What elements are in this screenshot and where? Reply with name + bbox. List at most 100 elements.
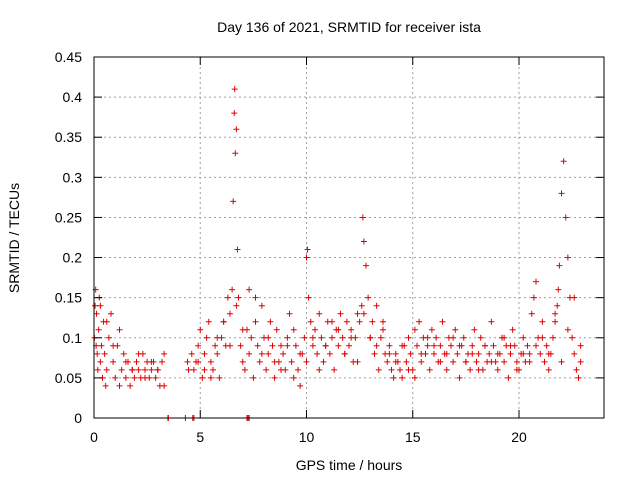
data-point — [467, 366, 474, 373]
data-point — [505, 374, 512, 381]
data-point — [577, 358, 584, 365]
data-point — [575, 374, 582, 381]
y-tick-label: 0.15 — [55, 290, 82, 306]
x-tick-label: 15 — [405, 429, 421, 445]
data-point — [152, 374, 159, 381]
data-point — [216, 374, 223, 381]
data-point — [348, 326, 355, 333]
data-point — [554, 302, 561, 309]
data-point — [312, 326, 318, 333]
data-point — [112, 374, 119, 381]
data-point — [377, 334, 384, 341]
data-point — [286, 310, 293, 317]
data-point — [303, 254, 310, 261]
data-point — [227, 342, 233, 349]
data-point — [94, 366, 101, 373]
data-point — [205, 318, 212, 325]
data-point — [569, 334, 576, 341]
data-point — [375, 366, 382, 373]
data-point — [392, 350, 399, 357]
data-point — [360, 310, 367, 317]
data-point — [288, 358, 295, 365]
data-point — [354, 310, 361, 317]
data-point — [358, 302, 365, 309]
data-point — [307, 318, 314, 325]
data-point — [443, 366, 450, 373]
data-point — [392, 358, 399, 365]
data-point — [329, 334, 335, 341]
x-tick-label: 10 — [299, 429, 315, 445]
data-point — [528, 310, 535, 317]
y-tick-label: 0.45 — [55, 49, 82, 65]
data-point — [524, 342, 531, 349]
data-point — [280, 350, 287, 357]
data-point — [558, 358, 565, 365]
data-point — [229, 286, 236, 293]
y-tick-label: 0 — [74, 410, 82, 426]
data-point — [346, 342, 352, 349]
data-point — [316, 310, 323, 317]
data-point — [309, 342, 316, 349]
data-point — [148, 358, 155, 365]
data-point — [494, 366, 501, 373]
data-point — [290, 326, 297, 333]
y-tick-label: 0.4 — [63, 89, 83, 105]
data-point — [414, 342, 420, 349]
data-point — [142, 366, 148, 373]
data-point — [148, 366, 155, 373]
data-point — [482, 342, 488, 349]
y-tick-label: 0.2 — [63, 250, 83, 266]
data-point — [309, 334, 316, 341]
data-point — [239, 326, 246, 333]
data-point — [494, 350, 501, 357]
data-point — [418, 358, 425, 365]
data-point — [254, 342, 261, 349]
x-tick-labels: 0 5 10 15 20 — [90, 429, 527, 445]
data-point — [424, 342, 431, 349]
data-point — [278, 342, 284, 349]
data-point — [507, 342, 514, 349]
data-point — [428, 326, 435, 333]
data-point — [304, 246, 311, 253]
data-point — [486, 350, 493, 357]
data-point — [305, 294, 312, 301]
data-point — [426, 366, 433, 373]
data-point — [263, 366, 270, 373]
data-point — [161, 382, 168, 389]
data-point — [301, 334, 308, 341]
data-point — [159, 358, 165, 365]
data-point — [269, 342, 276, 349]
data-point — [380, 326, 386, 333]
axis-ticks — [93, 56, 604, 419]
data-point — [560, 158, 567, 165]
data-point — [231, 110, 238, 117]
data-point — [348, 334, 355, 341]
data-point — [539, 318, 546, 325]
data-point — [331, 366, 338, 373]
data-point — [224, 294, 231, 301]
data-point — [118, 366, 125, 373]
data-point — [252, 318, 259, 325]
data-point — [201, 350, 208, 357]
data-point — [184, 358, 191, 365]
data-point — [416, 318, 423, 325]
y-tick-label: 0.35 — [55, 129, 82, 145]
data-point — [195, 358, 202, 365]
y-tick-label: 0.3 — [63, 169, 83, 185]
data-point — [207, 374, 214, 381]
data-point — [127, 382, 134, 389]
data-point — [316, 366, 323, 373]
data-point — [105, 334, 112, 341]
data-point — [292, 342, 299, 349]
data-point — [250, 374, 257, 381]
data-point — [318, 334, 325, 341]
data-point — [424, 334, 431, 341]
data-point — [195, 342, 202, 349]
data-point — [235, 294, 242, 301]
data-point — [108, 310, 114, 317]
data-point — [110, 358, 117, 365]
data-point — [456, 374, 463, 381]
data-point — [533, 342, 539, 349]
data-point — [365, 294, 372, 301]
